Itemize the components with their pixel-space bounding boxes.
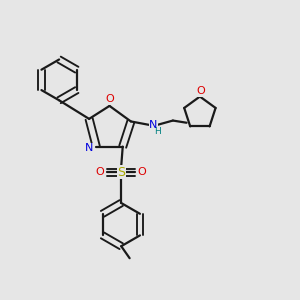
Text: N: N xyxy=(149,120,158,130)
Text: H: H xyxy=(154,127,161,136)
Text: O: O xyxy=(96,167,105,177)
Text: S: S xyxy=(117,166,125,178)
Text: O: O xyxy=(196,86,205,96)
Text: O: O xyxy=(105,94,114,104)
Text: O: O xyxy=(138,167,147,177)
Text: N: N xyxy=(85,143,93,153)
